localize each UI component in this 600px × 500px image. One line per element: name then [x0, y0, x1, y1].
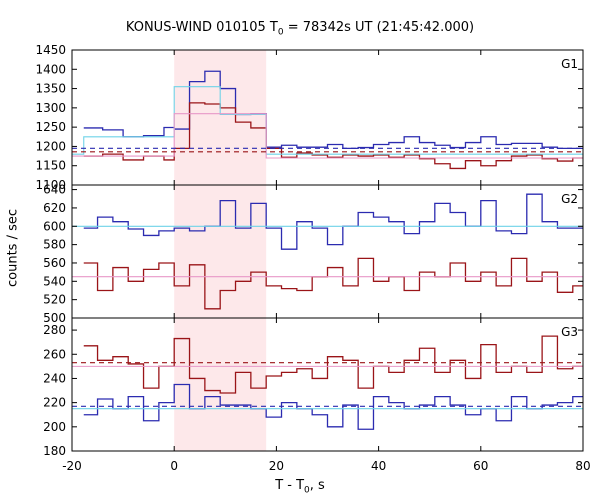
y-tick-label: 1350 — [35, 82, 66, 96]
x-axis-label: T - T0, s — [275, 478, 325, 496]
series-group — [72, 193, 583, 310]
y-tick-label: 600 — [43, 219, 66, 233]
y-tick-label: 580 — [43, 238, 66, 252]
x-tick-label: 0 — [170, 459, 178, 473]
panel-label: G1 — [561, 57, 578, 71]
y-tick-label: 260 — [43, 347, 66, 361]
y-tick-label: 620 — [43, 201, 66, 215]
x-tick-label: 60 — [473, 459, 488, 473]
y-tick-label: 1400 — [35, 62, 66, 76]
x-tick-label: 20 — [269, 459, 284, 473]
y-tick-label: 500 — [43, 311, 66, 325]
y-tick-label: 560 — [43, 256, 66, 270]
y-tick-label: 1100 — [35, 178, 66, 192]
x-tick-label: 40 — [371, 459, 386, 473]
series-group — [72, 335, 583, 430]
y-tick-label: 1450 — [35, 43, 66, 57]
y-tick-label: 220 — [43, 396, 66, 410]
step-series-pink — [72, 113, 583, 159]
step-series-red — [83, 257, 583, 310]
x-tick-label: -20 — [62, 459, 82, 473]
step-series-blue — [83, 193, 583, 250]
series-group — [72, 70, 583, 170]
panel-label: G3 — [561, 325, 578, 339]
step-series-blue — [83, 383, 583, 430]
panel-g2: 500 520 540 560 580 600 620 640 G2 — [43, 183, 584, 325]
y-tick-label: 540 — [43, 274, 66, 288]
y-tick-label: 240 — [43, 371, 66, 385]
panel-label: G2 — [561, 192, 578, 206]
y-tick-label: 200 — [43, 420, 66, 434]
x-tick-label: 80 — [575, 459, 590, 473]
y-tick-label: 1300 — [35, 101, 66, 115]
y-tick-label: 280 — [43, 323, 66, 337]
step-series-red — [83, 335, 583, 394]
panel-frame — [71, 184, 584, 319]
y-axis-label: counts / sec — [5, 208, 21, 288]
panel-frame — [71, 317, 584, 452]
y-tick-label: 520 — [43, 293, 66, 307]
chart-title: KONUS-WIND 010105 T0 = 78342s UT (21:45:… — [125, 20, 475, 38]
panel-frame — [71, 49, 584, 186]
panel-g3: 180 200 220 240 260 280 G3 — [43, 317, 584, 458]
y-tick-label: 180 — [43, 444, 66, 458]
y-tick-label: 1150 — [35, 159, 66, 173]
panel-g1: 1100 1150 1200 1250 1300 1350 1400 1450 G1 — [35, 43, 584, 192]
y-tick-label: 640 — [43, 183, 66, 197]
y-tick-label: 1250 — [35, 120, 66, 134]
y-tick-label: 1200 — [35, 139, 66, 153]
